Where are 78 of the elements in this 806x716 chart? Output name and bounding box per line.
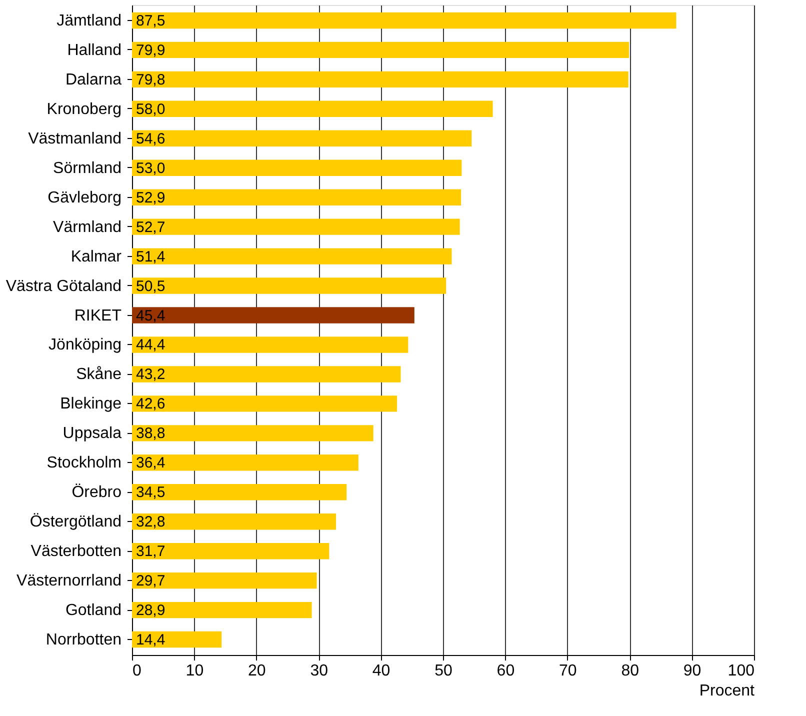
data-label: 79,8 xyxy=(136,71,166,88)
bar xyxy=(132,602,312,618)
data-label: 53,0 xyxy=(136,160,166,177)
bar xyxy=(132,396,397,412)
x-tick-label: 90 xyxy=(683,662,702,680)
y-tick-label: Halland xyxy=(67,42,122,59)
data-label: 34,5 xyxy=(136,484,166,502)
bar xyxy=(132,42,629,58)
data-label: 52,9 xyxy=(136,189,166,206)
data-label: 14,4 xyxy=(136,632,166,649)
data-label: 58,0 xyxy=(136,100,166,118)
bar xyxy=(132,425,374,442)
data-label: 87,5 xyxy=(136,12,166,30)
data-label: 44,4 xyxy=(136,336,166,354)
bar xyxy=(132,454,358,471)
x-tick-label: 60 xyxy=(496,662,515,680)
y-tick-label: Västra Götaland xyxy=(6,278,122,295)
y-tick-label: Östergötland xyxy=(30,512,122,531)
data-label: 32,8 xyxy=(136,514,166,531)
y-tick-label: Västmanland xyxy=(28,130,122,148)
data-label: 54,6 xyxy=(136,130,166,148)
data-label: 50,5 xyxy=(136,278,166,295)
bar xyxy=(132,189,462,206)
y-tick-label: Jämtland xyxy=(56,12,122,30)
bar xyxy=(132,248,452,264)
bar xyxy=(132,542,330,560)
bar xyxy=(132,307,414,324)
bar xyxy=(132,12,676,29)
bar xyxy=(132,484,347,500)
y-tick-label: Jönköping xyxy=(48,336,122,354)
data-label: 79,9 xyxy=(136,42,166,59)
data-label: 36,4 xyxy=(136,454,166,472)
x-tick-label: 100 xyxy=(728,662,755,680)
bar xyxy=(132,160,462,176)
bar xyxy=(132,130,472,146)
bar xyxy=(132,336,408,353)
y-tick-label: Uppsala xyxy=(62,425,122,442)
y-tick-label: Stockholm xyxy=(46,454,122,472)
y-tick-label: Sörmland xyxy=(53,160,122,177)
data-label: 28,9 xyxy=(136,602,166,620)
bar xyxy=(132,100,493,118)
bar xyxy=(132,514,336,530)
x-tick-label: 70 xyxy=(559,662,577,680)
y-tick-label: Gotland xyxy=(65,602,122,620)
y-tick-label: Västernorrland xyxy=(16,572,122,590)
x-tick-label: 50 xyxy=(434,662,452,680)
y-tick-label: Västerbotten xyxy=(30,543,122,560)
bar xyxy=(132,218,460,235)
data-label: 51,4 xyxy=(136,248,166,266)
data-label: 45,4 xyxy=(136,307,166,324)
x-axis-title: Procent xyxy=(699,682,756,700)
bar xyxy=(132,278,446,294)
y-tick-label: RIKET xyxy=(74,307,122,324)
y-tick-label: Kronoberg xyxy=(46,100,122,118)
y-tick-label: Värmland xyxy=(53,218,122,236)
x-tick-label: 30 xyxy=(310,662,328,680)
y-tick-label: Dalarna xyxy=(65,71,122,88)
data-label: 52,7 xyxy=(136,218,166,236)
x-tick-label: 0 xyxy=(132,662,142,680)
y-tick-label: Norrbotten xyxy=(46,632,122,649)
data-label: 29,7 xyxy=(136,572,166,590)
y-tick-label: Örebro xyxy=(72,483,122,502)
data-label: 43,2 xyxy=(136,366,166,384)
bar xyxy=(132,366,401,382)
x-tick-label: 40 xyxy=(372,662,390,680)
bar xyxy=(132,631,222,648)
y-tick-label: Gävleborg xyxy=(48,189,122,206)
bar xyxy=(132,71,628,88)
data-label: 42,6 xyxy=(136,396,166,413)
x-tick-label: 10 xyxy=(186,662,204,680)
y-tick-label: Skåne xyxy=(76,366,122,384)
data-label: 38,8 xyxy=(136,425,166,442)
bar xyxy=(132,572,317,589)
y-tick-label: Blekinge xyxy=(60,396,122,413)
data-label: 31,7 xyxy=(136,543,166,560)
x-tick-label: 20 xyxy=(248,662,266,680)
x-tick-label: 80 xyxy=(621,662,640,680)
y-tick-label: Kalmar xyxy=(70,248,122,266)
